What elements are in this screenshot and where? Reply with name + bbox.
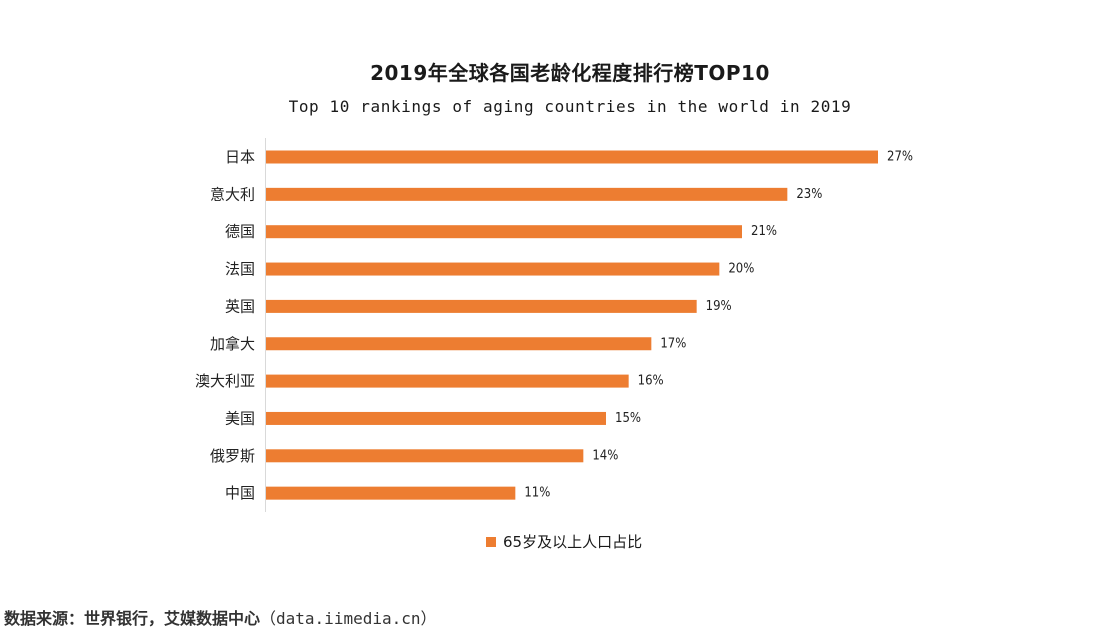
source-note: 数据来源：世界银行，艾媒数据中心（data.iimedia.cn） [4,605,437,629]
category-label: 加拿大 [210,335,255,353]
legend-label: 65岁及以上人口占比 [503,533,643,551]
bar [266,225,742,239]
value-label: 17% [660,336,686,351]
legend-swatch [486,536,496,547]
chart-subtitle: Top 10 rankings of aging countries in th… [288,97,852,116]
category-label: 法国 [225,260,255,278]
category-label: 澳大利亚 [195,372,255,390]
value-label: 20% [728,262,754,277]
bars-layer: 日本 27% 意大利 23% 德国 21% 法国 20% 英国 19% 加拿大 17% 澳大利亚 16% 美… [195,148,913,502]
bar [266,299,697,313]
value-label: 27% [887,150,913,165]
category-label: 意大利 [210,185,255,203]
bar [266,411,606,425]
value-label: 15% [615,411,641,426]
source-url: （data.iimedia.cn） [260,609,437,628]
value-label: 23% [796,187,822,202]
bar [266,449,584,463]
bar [266,486,516,500]
legend: 65岁及以上人口占比 [486,531,642,552]
bar [266,337,652,351]
category-label: 中国 [225,484,255,502]
bar [266,187,788,201]
bar [266,150,878,164]
value-label: 14% [592,448,618,463]
value-label: 16% [638,374,664,389]
category-label: 美国 [225,409,255,427]
category-label: 日本 [225,148,255,166]
category-label: 德国 [225,223,255,241]
category-label: 俄罗斯 [210,447,255,465]
source-prefix: 数据来源：世界银行，艾媒数据中心 [4,609,261,628]
bar [266,262,720,276]
value-label: 11% [524,486,550,501]
category-label: 英国 [225,297,255,315]
value-label: 21% [751,224,777,239]
bar [266,374,629,388]
value-label: 19% [706,299,732,314]
chart-title: 2019年全球各国老龄化程度排行榜TOP10 [370,61,770,85]
